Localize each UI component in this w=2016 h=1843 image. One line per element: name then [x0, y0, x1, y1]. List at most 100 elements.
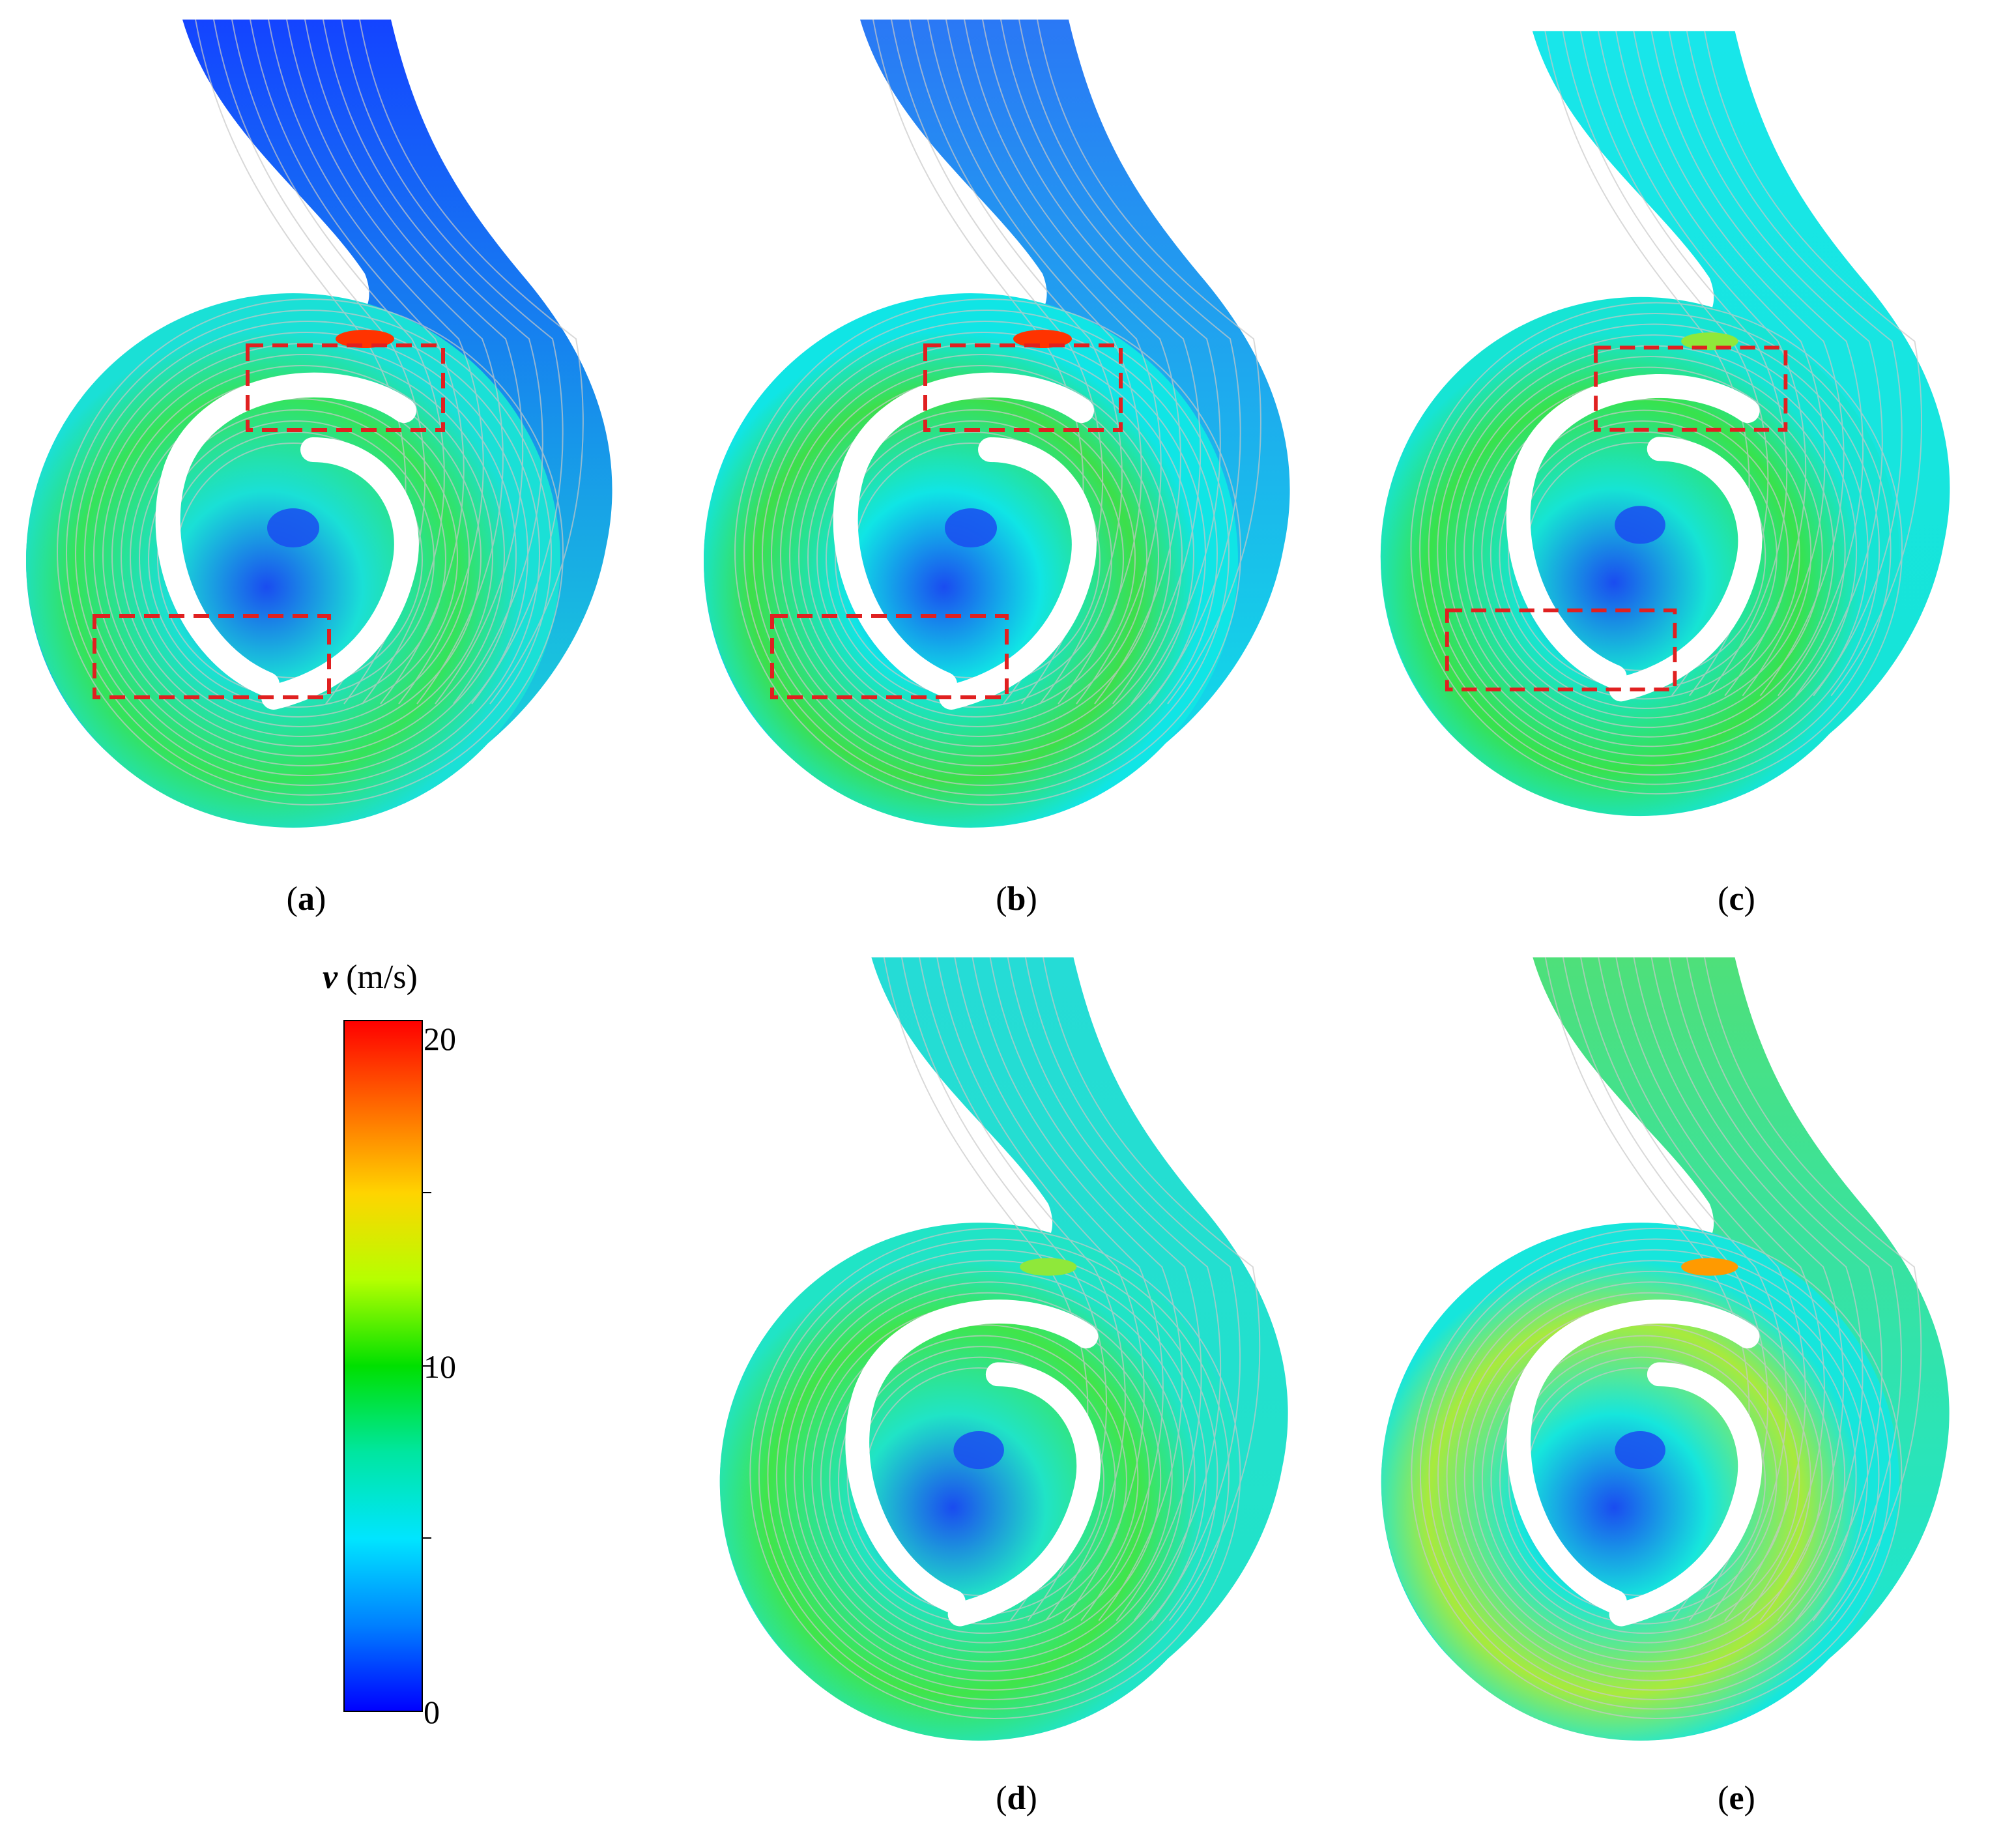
streamline — [1704, 957, 1922, 1621]
impeller-blade — [845, 1299, 1099, 1614]
streamline — [66, 310, 552, 796]
streamline — [816, 398, 1136, 718]
recirculation-box-lower — [93, 614, 331, 699]
streamline — [1615, 957, 1825, 1621]
impeller-blade — [155, 372, 416, 697]
streamline — [139, 398, 458, 718]
streamline — [1463, 366, 1835, 738]
streamline — [359, 19, 584, 704]
streamline — [1499, 1335, 1789, 1625]
impeller-eye — [267, 508, 319, 547]
impeller-eye — [1615, 506, 1665, 544]
streamline — [1410, 302, 1903, 795]
panel-d — [691, 938, 1355, 1760]
streamline — [1454, 356, 1846, 747]
streamline — [789, 365, 1171, 747]
volute-flow-field-b — [704, 19, 1290, 828]
streamline — [268, 19, 484, 704]
impeller-blade — [1609, 437, 1763, 702]
volute-casing — [719, 1223, 1238, 1741]
streamline — [945, 19, 1162, 704]
streamline — [1686, 957, 1903, 1621]
volute-casing — [704, 293, 1238, 828]
streamline — [1650, 957, 1864, 1621]
streamlines — [1411, 957, 1922, 1719]
caption-e: (e) — [1718, 1780, 1755, 1817]
streamline — [1446, 1270, 1857, 1681]
volute-flow-field-d — [719, 957, 1288, 1741]
streamline — [1580, 957, 1787, 1621]
streamline — [1490, 1324, 1800, 1634]
streamline — [1455, 1281, 1846, 1672]
streamline — [972, 957, 1183, 1621]
recirculation-zones — [770, 343, 1123, 699]
volute-casing — [26, 293, 560, 828]
streamline — [927, 19, 1142, 704]
streamline — [826, 409, 1124, 708]
impeller-eye — [953, 1431, 1004, 1470]
caption-a: (a) — [286, 880, 326, 918]
volute-tongue-hotspot — [1681, 332, 1738, 351]
volute-casing — [1381, 1223, 1899, 1741]
volute-flow-field-a — [26, 19, 612, 828]
caption-c: (c) — [1718, 880, 1755, 918]
panel-b — [678, 0, 1355, 847]
impeller-blade — [1506, 374, 1760, 689]
streamline — [954, 957, 1164, 1621]
streamline — [743, 310, 1230, 796]
impeller-blade — [1506, 1299, 1760, 1614]
colorbar-tick-label-0: 0 — [424, 1694, 440, 1730]
caption-d: (d) — [996, 1780, 1037, 1817]
streamline — [1579, 31, 1788, 697]
impeller-blades — [1506, 374, 1763, 702]
streamline — [250, 19, 465, 704]
streamline — [286, 19, 504, 704]
streamline — [1633, 31, 1845, 697]
recirculation-box-upper — [246, 343, 445, 432]
streamline — [1043, 957, 1261, 1621]
streamline — [304, 19, 524, 704]
streamline — [231, 19, 445, 704]
streamline — [1650, 31, 1864, 697]
streamline — [1615, 31, 1826, 697]
streamline — [1428, 1249, 1880, 1700]
streamline — [749, 1227, 1241, 1719]
streamline — [1000, 19, 1221, 704]
streamline — [102, 354, 505, 757]
streamline — [734, 298, 1241, 805]
streamline — [341, 19, 564, 704]
streamline — [1018, 19, 1241, 704]
colorbar-title: v (m/s) — [323, 958, 418, 996]
impeller-blades — [833, 372, 1097, 710]
streamline — [1419, 313, 1892, 785]
recirculation-box-upper — [923, 343, 1123, 432]
impeller-eye — [945, 508, 997, 547]
colorbar-tick-label-10: 10 — [424, 1348, 456, 1385]
impeller-blade — [261, 437, 419, 710]
streamlines — [1410, 31, 1923, 795]
volute-flow-field-e — [1381, 957, 1950, 1741]
streamline — [802, 1292, 1173, 1662]
volute-flow-field-c — [1380, 31, 1950, 817]
impeller-eye — [1615, 1431, 1665, 1470]
impeller-blade — [1609, 1362, 1762, 1627]
streamline — [1704, 31, 1923, 697]
impeller-blade — [939, 437, 1097, 710]
streamline — [919, 957, 1126, 1621]
colorbar-gradient — [343, 1020, 423, 1712]
recirculation-zones — [1445, 345, 1788, 691]
streamline — [1490, 399, 1800, 709]
streamline — [57, 298, 564, 805]
streamline — [936, 957, 1145, 1621]
streamline — [989, 957, 1202, 1621]
velocity-symbol: v — [323, 959, 338, 996]
panel-e — [1355, 938, 2013, 1760]
streamline — [964, 19, 1181, 704]
streamline — [1597, 31, 1807, 697]
velocity-unit: (m/s) — [338, 959, 418, 996]
streamline — [323, 19, 543, 704]
streamline — [909, 19, 1123, 704]
panel-c — [1355, 0, 2013, 847]
volute-tongue-hotspot — [1681, 1258, 1738, 1276]
streamline — [794, 1281, 1185, 1672]
